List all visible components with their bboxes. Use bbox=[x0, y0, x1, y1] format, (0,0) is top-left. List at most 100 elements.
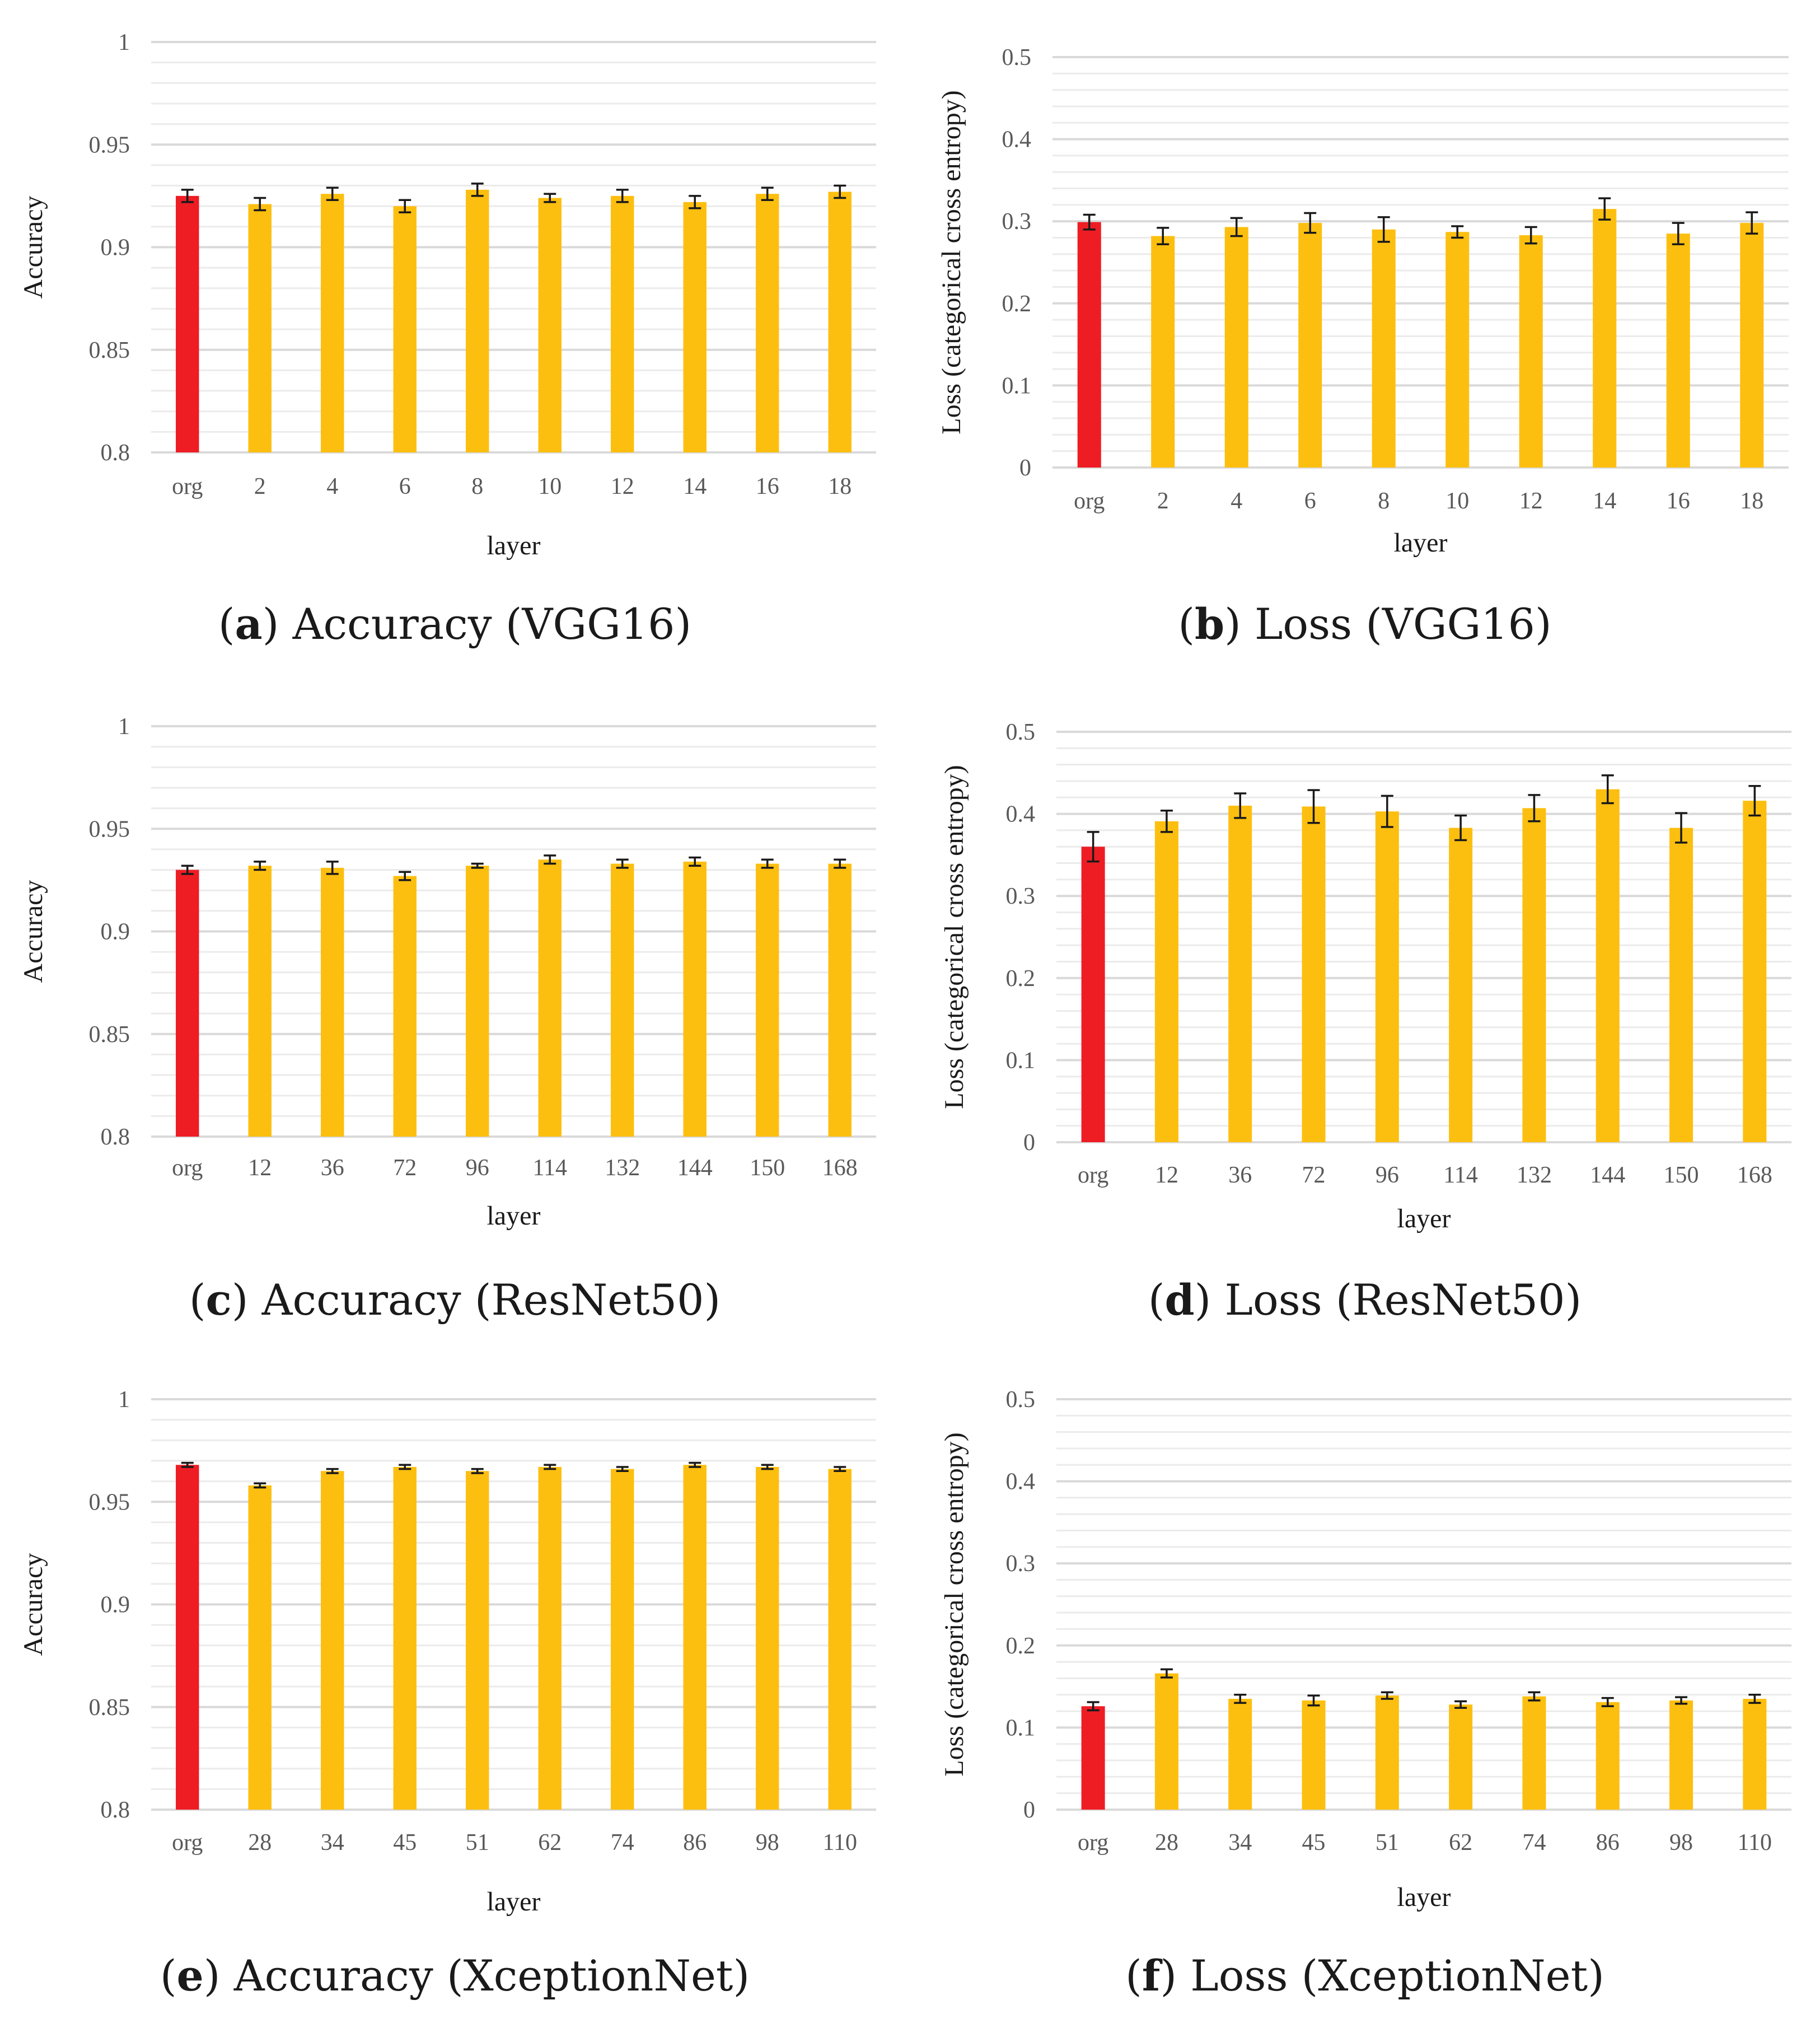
gridlines bbox=[151, 41, 876, 454]
x-axis-title: layer bbox=[1394, 528, 1448, 558]
error-bars bbox=[1083, 197, 1758, 245]
y-tick-label: 0.9 bbox=[101, 235, 130, 261]
x-tick-label: 12 bbox=[1155, 1162, 1178, 1188]
error-bar-28 bbox=[1160, 1668, 1173, 1679]
gridlines bbox=[1056, 731, 1791, 1143]
chart-c: 0.8 0.85 0.9 0.95 1 org 12 36 72 96 114 132 144 150 16… bbox=[18, 714, 876, 1231]
error-bar-98 bbox=[761, 1464, 774, 1470]
x-tick-label: 12 bbox=[248, 1155, 272, 1181]
error-bar-18 bbox=[834, 184, 846, 199]
error-bar-10 bbox=[1451, 225, 1464, 239]
x-tick-labels: org 12 36 72 96 114 132 144 150 168 bbox=[172, 1155, 858, 1181]
x-tick-label: 34 bbox=[1228, 1830, 1252, 1856]
bar-74 bbox=[611, 1469, 634, 1810]
y-tick-label: 0.8 bbox=[101, 1797, 130, 1823]
gridlines bbox=[151, 1398, 876, 1811]
bar-62 bbox=[538, 1466, 562, 1810]
bar-72 bbox=[1302, 806, 1326, 1142]
x-tick-label: 144 bbox=[1590, 1162, 1625, 1188]
bar-12 bbox=[1154, 821, 1178, 1142]
error-bar-2 bbox=[1157, 227, 1169, 245]
bar-150 bbox=[756, 863, 779, 1137]
error-bar-144 bbox=[1601, 774, 1614, 805]
y-tick-label: 1 bbox=[118, 1387, 130, 1413]
y-tick-label: 0.1 bbox=[1006, 1048, 1036, 1073]
error-bars bbox=[1087, 774, 1761, 863]
error-bar-org bbox=[1083, 213, 1096, 231]
bars bbox=[176, 859, 851, 1137]
x-tick-label: 36 bbox=[1228, 1162, 1252, 1188]
error-bar-144 bbox=[689, 856, 701, 867]
x-tick-label: 10 bbox=[1445, 488, 1469, 514]
error-bar-14 bbox=[689, 195, 701, 209]
bar-34 bbox=[321, 1471, 344, 1810]
bar-org bbox=[1081, 847, 1105, 1142]
x-tick-label: 150 bbox=[1664, 1162, 1699, 1188]
x-tick-labels: org 28 34 45 51 62 74 86 98 110 bbox=[1078, 1830, 1772, 1856]
x-tick-label: 2 bbox=[1157, 488, 1169, 514]
error-bar-45 bbox=[399, 1464, 411, 1470]
error-bar-6 bbox=[399, 199, 411, 213]
caption-letter: d bbox=[1164, 1275, 1195, 1325]
y-tick-label: 0.4 bbox=[1006, 802, 1036, 828]
bar-51 bbox=[466, 1471, 489, 1810]
x-tick-label: 132 bbox=[605, 1155, 640, 1181]
x-axis-title: layer bbox=[487, 1887, 541, 1917]
bar-110 bbox=[828, 1469, 851, 1810]
bar-98 bbox=[1669, 1700, 1693, 1810]
chart-b: 0 0.1 0.2 0.3 0.4 0.5 org 2 4 6 8 10 12 14 16 18 layer Lo… bbox=[937, 45, 1789, 558]
caption-text: Loss (ResNet50) bbox=[1224, 1275, 1582, 1325]
error-bar-96 bbox=[471, 862, 484, 869]
caption-letter: c bbox=[205, 1275, 232, 1325]
bar-86 bbox=[1596, 1702, 1620, 1810]
x-tick-label: 45 bbox=[393, 1830, 417, 1856]
y-tick-label: 0.5 bbox=[1002, 45, 1032, 71]
caption-a: (a) Accuracy (VGG16) bbox=[218, 599, 692, 649]
error-bar-org bbox=[1087, 831, 1100, 863]
error-bar-6 bbox=[1304, 212, 1317, 234]
y-tick-label: 1 bbox=[118, 714, 130, 740]
bar-12 bbox=[611, 195, 634, 452]
bar-114 bbox=[538, 859, 562, 1137]
x-tick-label: 12 bbox=[1519, 488, 1543, 514]
caption-letter: b bbox=[1195, 599, 1225, 649]
y-tick-label: 1 bbox=[118, 30, 130, 55]
x-tick-label: 96 bbox=[466, 1155, 489, 1181]
y-axis-title: Accuracy bbox=[18, 880, 48, 983]
y-tick-label: 0 bbox=[1019, 455, 1031, 481]
y-tick-label: 0.85 bbox=[89, 1695, 130, 1721]
x-tick-label: 110 bbox=[823, 1830, 857, 1856]
caption-letter: f bbox=[1141, 1951, 1161, 2001]
error-bar-51 bbox=[1381, 1691, 1393, 1700]
bar-28 bbox=[248, 1485, 272, 1810]
bar-org bbox=[176, 1465, 199, 1810]
chart-e: 0.8 0.85 0.9 0.95 1 org 28 34 45 51 62 74 86 98 110 lay… bbox=[18, 1387, 876, 1917]
x-tick-label: 114 bbox=[1443, 1162, 1477, 1188]
x-tick-labels: org 2 4 6 8 10 12 14 16 18 bbox=[172, 474, 851, 499]
x-tick-label: 14 bbox=[1593, 488, 1616, 514]
y-tick-label: 0.3 bbox=[1006, 1551, 1036, 1577]
y-tick-label: 0.4 bbox=[1002, 127, 1032, 153]
chart-panel-e: 0.8 0.85 0.9 0.95 1 org 28 34 45 51 62 74 86 98 110 lay… bbox=[0, 1352, 910, 2028]
bar-144 bbox=[1596, 789, 1620, 1142]
bar-18 bbox=[1740, 223, 1764, 468]
x-tick-label: org bbox=[172, 1830, 203, 1856]
error-bar-34 bbox=[1234, 1694, 1247, 1704]
chart-panel-b: 0 0.1 0.2 0.3 0.4 0.5 org 2 4 6 8 10 12 14 16 18 layer Lo… bbox=[910, 0, 1820, 676]
bar-18 bbox=[828, 191, 851, 452]
gridlines bbox=[151, 725, 876, 1138]
x-axis-title: layer bbox=[1397, 1882, 1451, 1912]
bar-16 bbox=[1666, 233, 1690, 468]
bar-6 bbox=[1298, 223, 1322, 468]
x-tick-label: 34 bbox=[321, 1830, 344, 1856]
bar-8 bbox=[1372, 229, 1396, 468]
x-tick-label: 62 bbox=[538, 1830, 562, 1856]
x-tick-label: 74 bbox=[1522, 1830, 1546, 1856]
x-tick-label: 86 bbox=[1596, 1830, 1620, 1856]
x-tick-label: org bbox=[1078, 1162, 1108, 1188]
x-tick-label: 8 bbox=[1378, 488, 1389, 514]
error-bar-8 bbox=[1377, 216, 1390, 243]
x-tick-label: 72 bbox=[1302, 1162, 1326, 1188]
bar-114 bbox=[1449, 828, 1473, 1142]
x-tick-label: org bbox=[1074, 488, 1105, 514]
